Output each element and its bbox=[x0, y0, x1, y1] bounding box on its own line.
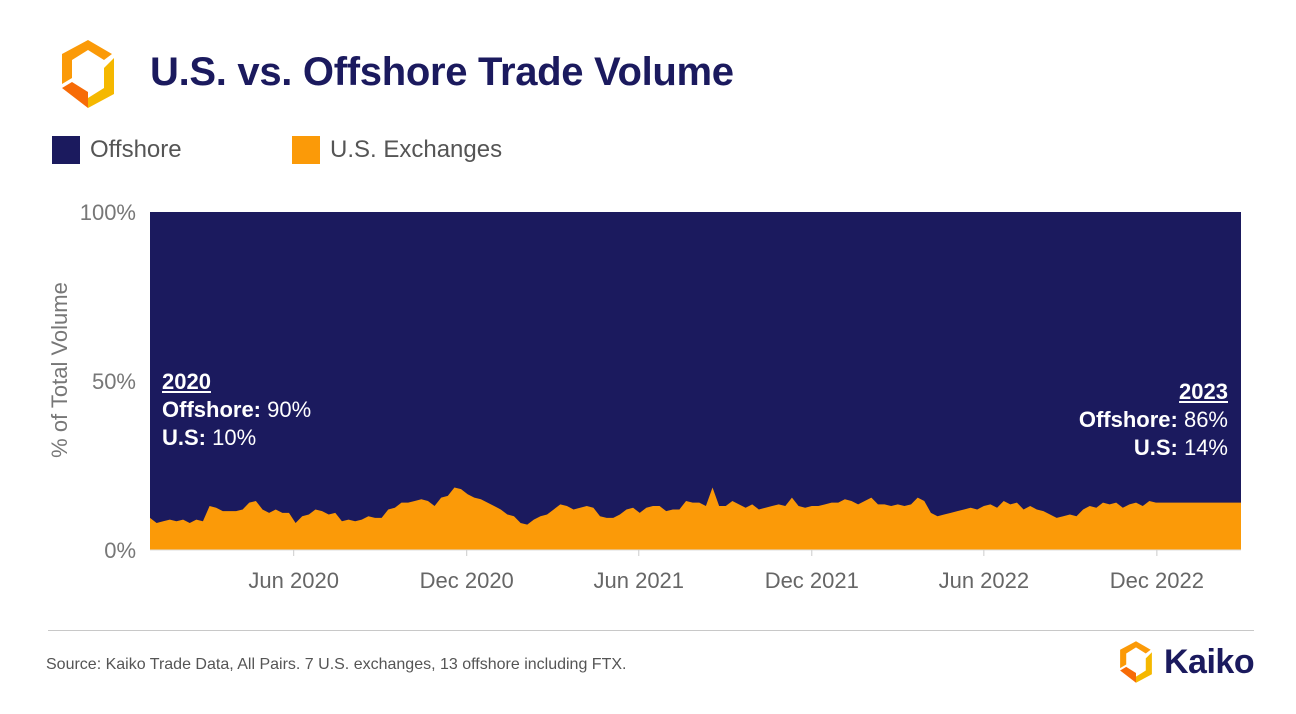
legend-item-us-exchanges: U.S. Exchanges bbox=[292, 136, 502, 164]
x-tick-label: Dec 2022 bbox=[1110, 568, 1204, 593]
annotation-year: 2020 bbox=[162, 369, 211, 394]
annotation-us-value: 10% bbox=[212, 425, 257, 450]
source-note: Source: Kaiko Trade Data, All Pairs. 7 U… bbox=[46, 656, 627, 673]
page-title: U.S. vs. Offshore Trade Volume bbox=[150, 50, 734, 94]
area-chart: 0% 50% 100% Jun 2020 Dec 2020 Jun 2021 Dec 202… bbox=[80, 200, 1241, 593]
x-tick-label: Jun 2021 bbox=[594, 568, 685, 593]
legend-label-us-exchanges: U.S. Exchanges bbox=[330, 136, 503, 163]
annotation-offshore-value: 86% bbox=[1183, 407, 1228, 432]
annotation-2020: 2020 Offshore: 90% U.S: 10% bbox=[162, 368, 311, 452]
annotation-offshore-value: 90% bbox=[267, 397, 312, 422]
annotation-us-value: 14% bbox=[1183, 435, 1228, 460]
annotation-offshore-line: Offshore: 86% bbox=[1079, 406, 1228, 434]
annotation-2023: 2023 Offshore: 86% U.S: 14% bbox=[1079, 378, 1228, 462]
kaiko-logo-icon bbox=[1120, 641, 1152, 683]
annotation-us-line: U.S: 10% bbox=[162, 424, 311, 452]
x-tick-label: Dec 2021 bbox=[765, 568, 859, 593]
annotation-us-label: U.S: bbox=[162, 425, 206, 450]
x-tick-label: Jun 2022 bbox=[939, 568, 1030, 593]
annotation-offshore-label: Offshore: bbox=[1078, 407, 1178, 432]
legend-label-offshore: Offshore bbox=[90, 136, 182, 163]
annotation-year: 2023 bbox=[1179, 379, 1228, 404]
annotation-offshore-line: Offshore: 90% bbox=[162, 396, 311, 424]
y-tick-label: 0% bbox=[104, 538, 136, 563]
series-area-us-exchanges bbox=[150, 487, 1241, 550]
kaiko-brand: Kaiko bbox=[1114, 640, 1255, 684]
footer-divider bbox=[48, 630, 1254, 631]
series-area-offshore bbox=[150, 212, 1241, 550]
annotation-us-line: U.S: 14% bbox=[1079, 434, 1228, 462]
legend-swatch-offshore bbox=[52, 136, 80, 164]
legend-item-offshore: Offshore bbox=[52, 136, 182, 164]
x-tick-label: Dec 2020 bbox=[420, 568, 514, 593]
annotation-us-label: U.S: bbox=[1133, 435, 1178, 460]
x-tick-label: Jun 2020 bbox=[248, 568, 339, 593]
legend-swatch-us-exchanges bbox=[292, 136, 320, 164]
brand-name: Kaiko bbox=[1164, 642, 1255, 681]
y-tick-label: 100% bbox=[80, 200, 136, 225]
y-tick-label: 50% bbox=[92, 369, 136, 394]
annotation-offshore-label: Offshore: bbox=[162, 397, 261, 422]
kaiko-logo-icon bbox=[62, 40, 114, 108]
